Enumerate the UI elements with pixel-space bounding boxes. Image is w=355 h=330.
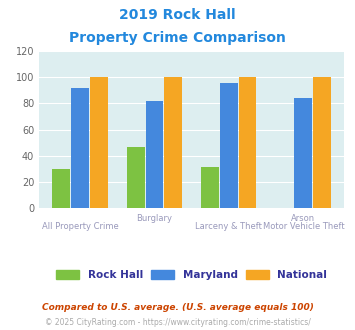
Bar <box>201 167 219 208</box>
Bar <box>220 82 238 208</box>
Bar <box>239 77 256 208</box>
Text: Larceny & Theft: Larceny & Theft <box>196 222 262 231</box>
Bar <box>127 147 145 208</box>
Bar <box>313 77 331 208</box>
Bar <box>53 169 70 208</box>
Text: Compared to U.S. average. (U.S. average equals 100): Compared to U.S. average. (U.S. average … <box>42 303 313 312</box>
Bar <box>90 77 108 208</box>
Bar <box>146 101 163 208</box>
Text: Burglary: Burglary <box>136 214 173 223</box>
Text: 2019 Rock Hall: 2019 Rock Hall <box>119 8 236 22</box>
Bar <box>294 98 312 208</box>
Text: Motor Vehicle Theft: Motor Vehicle Theft <box>263 222 344 231</box>
Text: © 2025 CityRating.com - https://www.cityrating.com/crime-statistics/: © 2025 CityRating.com - https://www.city… <box>45 318 310 327</box>
Bar <box>71 88 89 208</box>
Text: All Property Crime: All Property Crime <box>42 222 118 231</box>
Text: Arson: Arson <box>291 214 316 223</box>
Bar <box>164 77 182 208</box>
Legend: Rock Hall, Maryland, National: Rock Hall, Maryland, National <box>52 266 331 284</box>
Text: Property Crime Comparison: Property Crime Comparison <box>69 31 286 45</box>
